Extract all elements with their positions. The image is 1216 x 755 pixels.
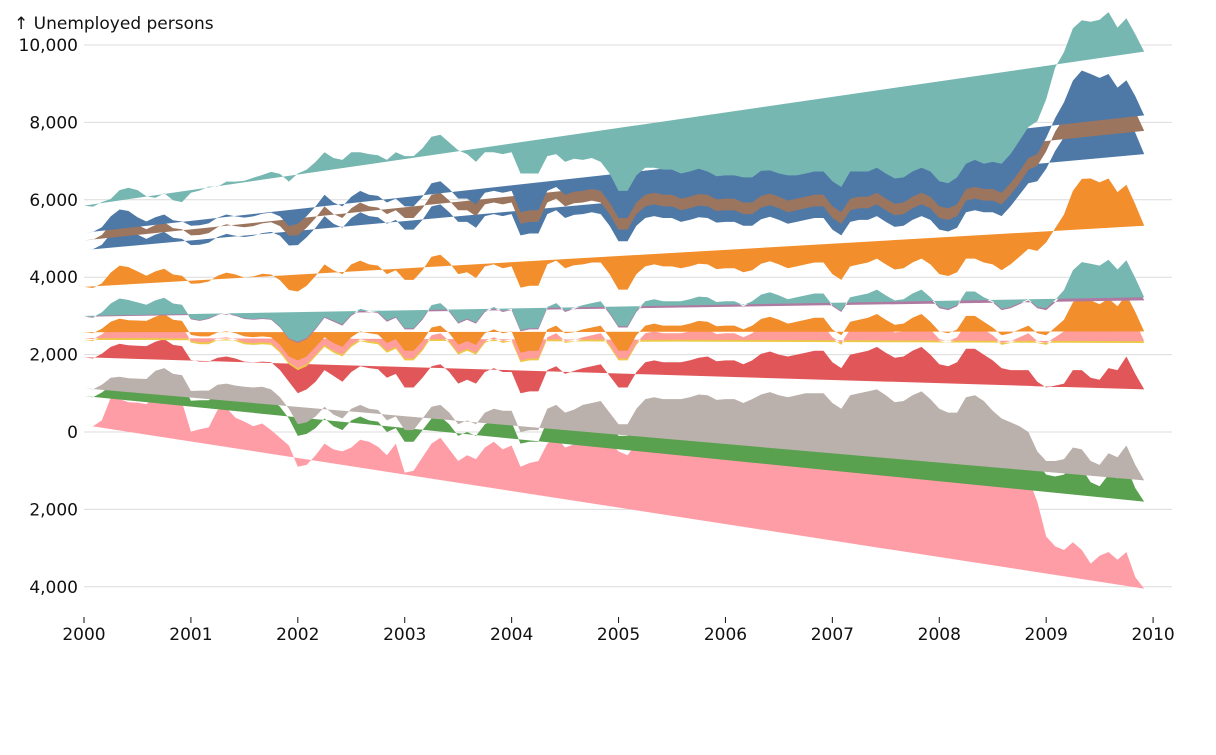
x-tick-label: 2008 — [918, 625, 961, 645]
area-series-10 — [84, 178, 1145, 292]
x-axis: 2000 2001 2002 2003 2004 2005 2006 2007 2008 2009… — [62, 617, 1175, 645]
y-tick-label: 4,000 — [29, 268, 78, 288]
y-axis-label: ↑ Unemployed persons — [14, 14, 214, 34]
area-series-3 — [84, 368, 1145, 481]
x-tick-label: 2009 — [1025, 625, 1068, 645]
area-series-8 — [84, 263, 1145, 343]
y-tick-label: 6,000 — [29, 191, 78, 211]
x-tick-label: 2002 — [276, 625, 319, 645]
area-series-14 — [84, 12, 1145, 207]
x-tick-label: 2006 — [704, 625, 747, 645]
area-series-9 — [84, 259, 1145, 342]
y-axis: 10,000 8,000 6,000 4,000 2,000 0 2,000 4,000 — [19, 36, 78, 598]
x-tick-label: 2000 — [62, 625, 105, 645]
x-tick-label: 2007 — [811, 625, 854, 645]
area-series — [84, 12, 1145, 589]
area-series-6 — [84, 304, 1145, 369]
y-tick-label: 2,000 — [29, 346, 78, 366]
y-tick-label: 2,000 — [29, 500, 78, 520]
x-tick-label: 2005 — [597, 625, 640, 645]
y-tick-label: 8,000 — [29, 113, 78, 133]
x-tick-label: 2010 — [1131, 625, 1174, 645]
area-series-4 — [84, 339, 1145, 394]
area-series-12 — [84, 86, 1145, 241]
x-tick-label: 2001 — [169, 625, 212, 645]
y-tick-label: 10,000 — [19, 36, 78, 56]
y-tick-label: 4,000 — [29, 578, 78, 598]
area-series-7 — [84, 294, 1145, 361]
area-series-11 — [84, 105, 1145, 251]
area-series-13 — [84, 70, 1145, 233]
y-tick-label: 0 — [67, 423, 78, 443]
x-tick-label: 2004 — [490, 625, 533, 645]
x-tick-label: 2003 — [383, 625, 426, 645]
